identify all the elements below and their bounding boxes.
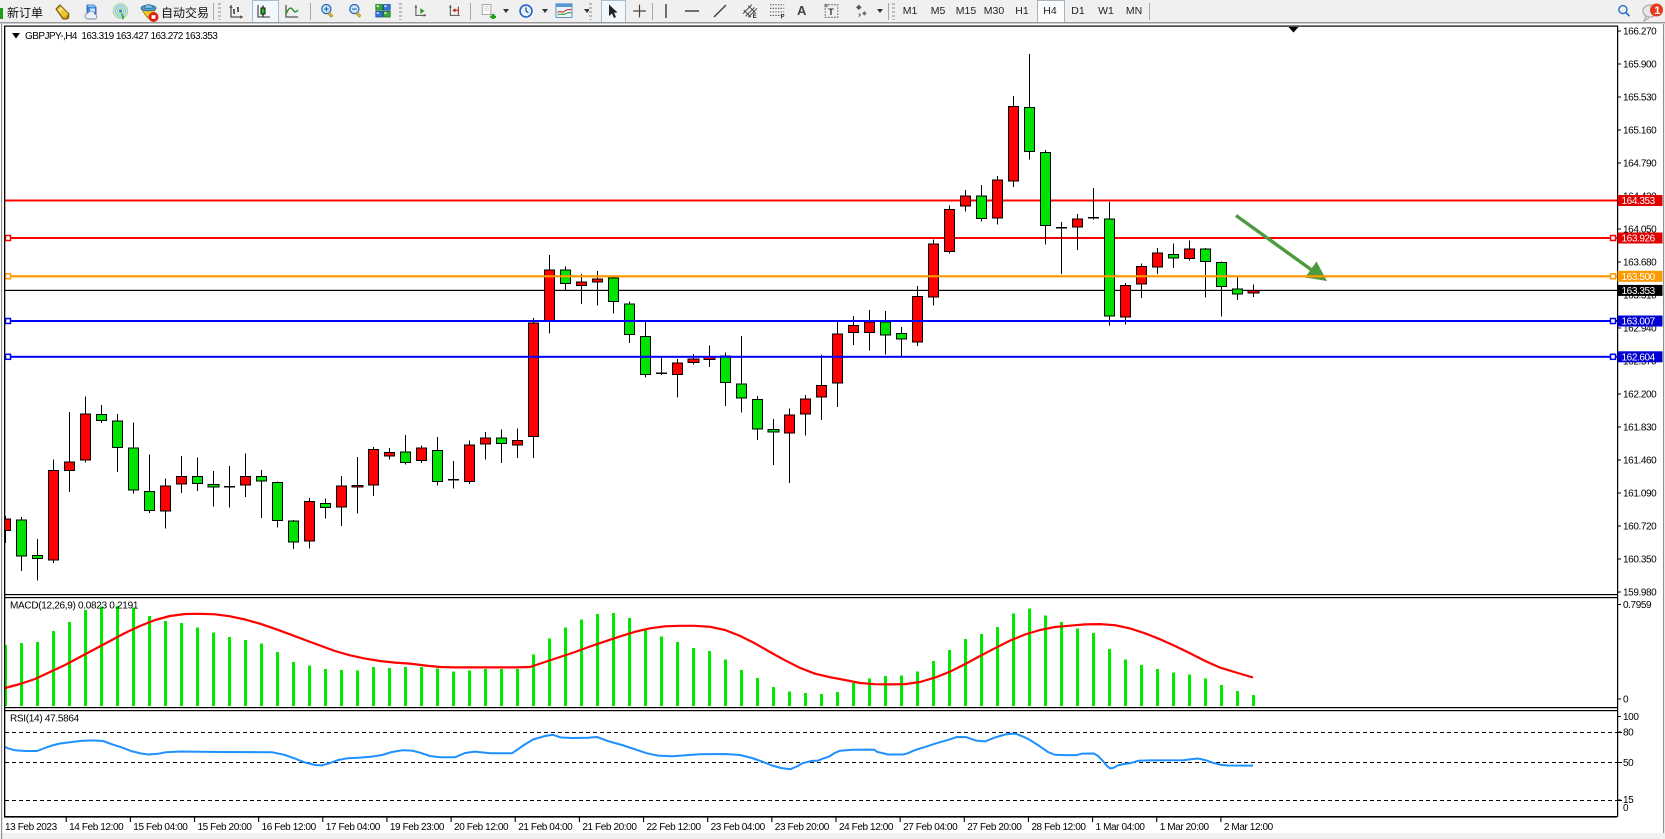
svg-text:165.900: 165.900 [1623, 60, 1657, 71]
svg-text:163.500: 163.500 [1622, 272, 1656, 283]
svg-text:1 Mar 04:00: 1 Mar 04:00 [1096, 822, 1146, 833]
svg-text:163.310: 163.310 [1623, 291, 1657, 302]
svg-text:27 Feb 20:00: 27 Feb 20:00 [967, 822, 1022, 833]
svg-text:165.160: 165.160 [1623, 126, 1657, 137]
svg-text:22 Feb 12:00: 22 Feb 12:00 [647, 822, 702, 833]
svg-text:165.530: 165.530 [1623, 93, 1657, 104]
svg-text:F: F [781, 14, 785, 19]
svg-text:27 Feb 04:00: 27 Feb 04:00 [903, 822, 958, 833]
svg-text:17 Feb 04:00: 17 Feb 04:00 [326, 822, 381, 833]
svg-text:15 Feb 04:00: 15 Feb 04:00 [133, 822, 188, 833]
svg-text:14 Feb 12:00: 14 Feb 12:00 [69, 822, 124, 833]
svg-text:162.200: 162.200 [1623, 390, 1657, 401]
svg-text:161.830: 161.830 [1623, 423, 1657, 434]
svg-text:164.353: 164.353 [1622, 196, 1656, 207]
svg-text:50: 50 [1623, 758, 1634, 769]
svg-text:1 Mar 20:00: 1 Mar 20:00 [1160, 822, 1210, 833]
svg-text:161.090: 161.090 [1623, 489, 1657, 500]
svg-text:15: 15 [1623, 795, 1634, 806]
svg-text:MACD(12,26,9) 0.0823 0.2191: MACD(12,26,9) 0.0823 0.2191 [10, 601, 139, 612]
svg-text:19 Feb 23:00: 19 Feb 23:00 [390, 822, 445, 833]
svg-text:160.720: 160.720 [1623, 522, 1657, 533]
svg-text:100: 100 [1623, 712, 1639, 723]
svg-text:21 Feb 20:00: 21 Feb 20:00 [582, 822, 637, 833]
svg-text:161.460: 161.460 [1623, 456, 1657, 467]
svg-text:GBPJPY-,H4 163.319 163.427 16: GBPJPY-,H4 163.319 163.427 163.272 163.3… [25, 31, 218, 42]
svg-text:80: 80 [1623, 728, 1634, 739]
svg-text:23 Feb 20:00: 23 Feb 20:00 [775, 822, 830, 833]
svg-text:15 Feb 20:00: 15 Feb 20:00 [197, 822, 252, 833]
svg-text:0: 0 [1623, 803, 1629, 814]
svg-text:2 Mar 12:00: 2 Mar 12:00 [1224, 822, 1274, 833]
svg-text:16 Feb 12:00: 16 Feb 12:00 [262, 822, 317, 833]
svg-text:166.270: 166.270 [1623, 27, 1657, 38]
svg-text:164.050: 164.050 [1623, 225, 1657, 236]
svg-text:163.680: 163.680 [1623, 258, 1657, 269]
svg-text:24 Feb 12:00: 24 Feb 12:00 [839, 822, 894, 833]
svg-text:160.350: 160.350 [1623, 555, 1657, 566]
svg-text:163.926: 163.926 [1622, 234, 1656, 245]
svg-text:163.353: 163.353 [1622, 286, 1656, 297]
svg-text:13 Feb 2023: 13 Feb 2023 [5, 822, 58, 833]
svg-text:163.007: 163.007 [1622, 317, 1656, 328]
svg-text:162.940: 162.940 [1623, 324, 1657, 335]
svg-text:21 Feb 04:00: 21 Feb 04:00 [518, 822, 573, 833]
svg-text:0: 0 [1623, 695, 1629, 706]
svg-text:1: 1 [1654, 5, 1660, 17]
svg-text:159.980: 159.980 [1623, 588, 1657, 599]
svg-text:162.604: 162.604 [1622, 352, 1656, 363]
svg-text:0.7959: 0.7959 [1623, 600, 1652, 611]
svg-text:164.790: 164.790 [1623, 159, 1657, 170]
svg-text:20 Feb 12:00: 20 Feb 12:00 [454, 822, 509, 833]
svg-text:23 Feb 04:00: 23 Feb 04:00 [711, 822, 766, 833]
svg-text:T: T [828, 7, 834, 17]
svg-text:RSI(14) 47.5864: RSI(14) 47.5864 [10, 714, 80, 725]
svg-text:E: E [753, 13, 757, 19]
svg-text:28 Feb 12:00: 28 Feb 12:00 [1031, 822, 1086, 833]
